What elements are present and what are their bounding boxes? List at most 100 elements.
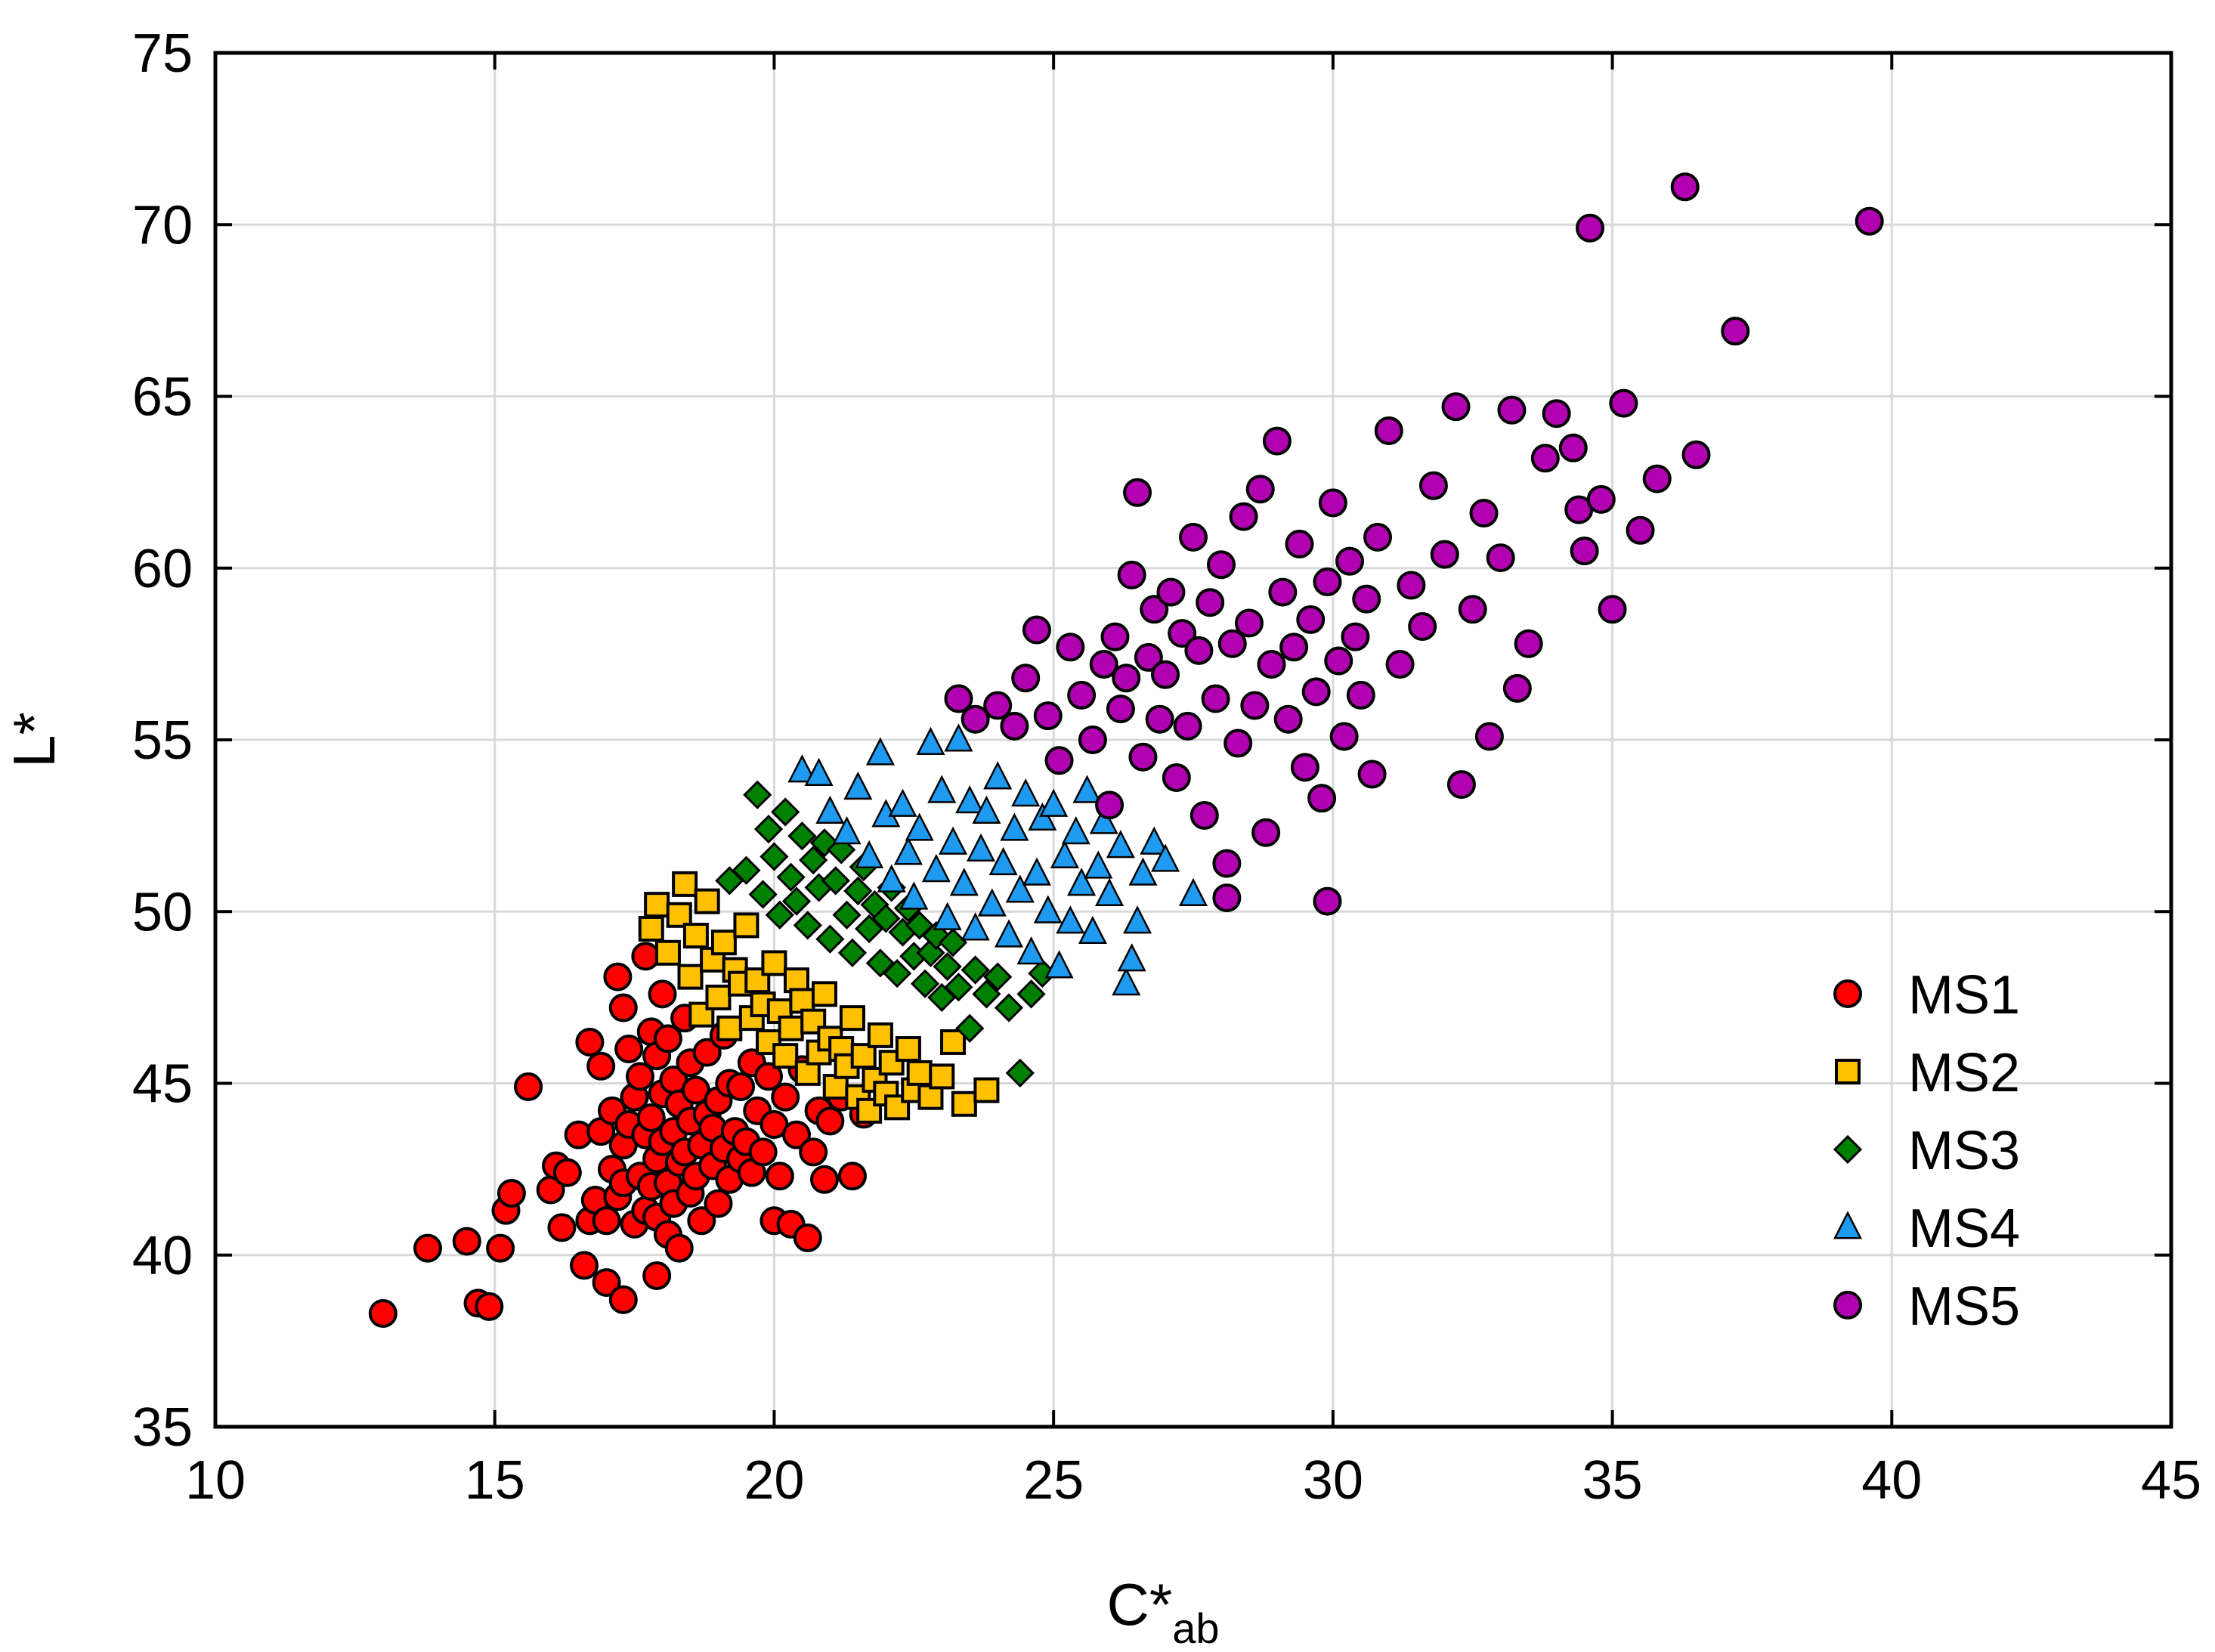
data-point xyxy=(781,886,812,916)
data-point xyxy=(1418,471,1448,500)
data-point xyxy=(1598,595,1627,624)
data-point xyxy=(1044,950,1074,979)
data-point xyxy=(961,912,990,941)
data-point xyxy=(799,1137,828,1167)
data-point xyxy=(973,1077,1000,1103)
y-tick-label: 70 xyxy=(132,195,193,255)
x-axis-title-subscript: ab xyxy=(1172,1604,1219,1652)
legend-label: MS1 xyxy=(1908,965,2020,1026)
data-point xyxy=(1234,608,1264,638)
data-point xyxy=(1285,529,1314,558)
data-point xyxy=(1112,967,1141,996)
data-point xyxy=(748,1137,778,1167)
data-point xyxy=(1575,213,1604,243)
data-point xyxy=(843,771,873,800)
data-point xyxy=(856,1097,883,1124)
data-point xyxy=(1642,464,1672,493)
data-point xyxy=(1474,722,1504,751)
data-point xyxy=(625,1062,654,1091)
data-point xyxy=(1123,478,1152,507)
x-tick-label: 30 xyxy=(1303,1450,1363,1511)
data-point xyxy=(1078,725,1107,754)
data-point xyxy=(1430,540,1459,569)
data-point xyxy=(1022,857,1052,886)
data-point xyxy=(743,780,772,809)
y-tick-labels: 35 40 45 50 55 60 65 70 75 xyxy=(132,23,193,1458)
data-point xyxy=(514,1072,543,1102)
data-point xyxy=(704,1189,733,1218)
data-point xyxy=(1000,812,1029,841)
data-point xyxy=(1469,499,1499,528)
data-point xyxy=(575,1027,605,1056)
data-point xyxy=(638,915,664,942)
x-tick-label: 35 xyxy=(1582,1450,1643,1511)
data-point xyxy=(705,984,732,1010)
series-ms4 xyxy=(787,723,1208,996)
data-point xyxy=(688,1001,715,1028)
data-point xyxy=(865,737,895,766)
data-point xyxy=(1324,646,1353,676)
data-point xyxy=(733,912,759,939)
data-point xyxy=(413,1233,442,1263)
data-point xyxy=(368,1299,398,1329)
data-point xyxy=(642,1261,672,1291)
data-point xyxy=(955,1013,985,1043)
data-point xyxy=(837,938,868,967)
data-point xyxy=(1855,206,1884,236)
data-point xyxy=(614,1035,644,1064)
series-ms5 xyxy=(944,172,1884,916)
data-point xyxy=(787,754,817,783)
data-point xyxy=(1329,722,1359,751)
legend-item-ms4: MS4 xyxy=(1833,1199,2020,1259)
data-point xyxy=(776,862,806,892)
data-point xyxy=(1352,584,1381,614)
data-point xyxy=(1374,416,1403,445)
y-tick-label: 60 xyxy=(132,539,193,599)
data-points xyxy=(368,172,1884,1329)
data-point xyxy=(1089,650,1118,679)
data-point xyxy=(949,868,979,896)
data-point xyxy=(1072,775,1102,803)
data-point xyxy=(832,815,862,845)
data-point xyxy=(1586,484,1616,514)
data-point xyxy=(955,785,985,814)
data-point xyxy=(951,1091,977,1117)
data-point xyxy=(1217,629,1247,658)
legend-label: MS2 xyxy=(1908,1043,2020,1103)
data-point xyxy=(1128,857,1158,886)
data-point xyxy=(1279,633,1309,662)
data-point xyxy=(726,1072,756,1102)
data-point xyxy=(1318,488,1347,518)
plot-frame xyxy=(213,51,2173,1429)
data-point xyxy=(682,923,709,949)
data-point xyxy=(765,1162,794,1191)
data-point xyxy=(547,1213,577,1242)
data-point xyxy=(977,888,1007,917)
x-tick-label: 40 xyxy=(1861,1450,1922,1511)
data-point xyxy=(972,795,1001,824)
legend-marker xyxy=(1833,979,1862,1008)
data-point xyxy=(778,1015,804,1041)
data-point xyxy=(1346,680,1375,710)
data-point xyxy=(486,1233,515,1263)
legend-item-ms2: MS2 xyxy=(1835,1043,2020,1103)
data-point xyxy=(893,837,923,865)
data-point xyxy=(811,981,837,1007)
data-point xyxy=(1257,650,1286,679)
data-point xyxy=(927,775,957,803)
data-point xyxy=(1224,729,1253,758)
data-point xyxy=(716,1015,743,1041)
data-point xyxy=(1542,399,1571,428)
data-point xyxy=(1173,711,1202,741)
data-point xyxy=(1117,943,1146,972)
data-point xyxy=(855,840,884,869)
data-point xyxy=(1446,770,1476,800)
data-point xyxy=(938,928,968,957)
y-tick-label: 50 xyxy=(132,882,193,942)
data-point xyxy=(761,950,787,976)
y-tick-label: 40 xyxy=(132,1226,193,1286)
data-point xyxy=(1050,840,1079,869)
data-point xyxy=(1341,622,1370,651)
data-point xyxy=(1530,444,1560,473)
